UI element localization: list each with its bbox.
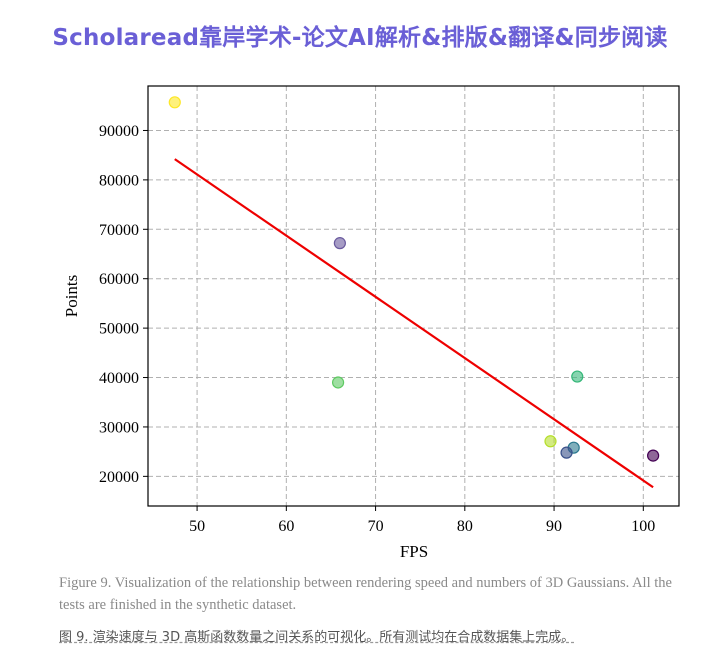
- x-tick-label: 60: [278, 518, 294, 535]
- figure-caption-chinese: 图 9. 渲染速度与 3D 高斯函数数量之间关系的可视化。所有测试均在合成数据集…: [59, 630, 575, 645]
- fit-line: [174, 158, 654, 489]
- plot-frame: [147, 85, 680, 507]
- x-tick-label: 70: [368, 518, 384, 535]
- banner-title: Scholaread靠岸学术-论文AI解析&排版&翻译&同步阅读: [52, 25, 668, 51]
- figure-caption-english: Figure 9. Visualization of the relations…: [59, 575, 672, 613]
- y-tick-label: 60000: [99, 271, 139, 288]
- x-axis-label: FPS: [400, 542, 428, 561]
- x-tick-label: 100: [631, 518, 655, 535]
- scatter-chart: 50 60 70 80 90 100 20000 30000 40000 50000 60000 7…: [62, 85, 680, 561]
- y-tick-label: 90000: [99, 123, 139, 140]
- x-tick-label: 90: [546, 518, 562, 535]
- grid-lines: [148, 86, 679, 506]
- x-tick-label: 50: [189, 518, 205, 535]
- y-tick-label: 70000: [99, 222, 139, 239]
- y-tick-label: 20000: [99, 469, 139, 486]
- data-point: [544, 435, 557, 448]
- y-tick-label: 50000: [99, 321, 139, 338]
- data-point: [333, 237, 346, 250]
- y-tick-label: 40000: [99, 370, 139, 387]
- y-tick-label: 30000: [99, 419, 139, 436]
- y-axis-label: Points: [62, 275, 81, 318]
- x-axis-ticks: 50 60 70 80 90 100: [189, 506, 655, 535]
- data-point: [571, 370, 584, 383]
- data-point: [331, 376, 345, 389]
- data-points: [168, 96, 660, 462]
- data-point: [560, 446, 573, 459]
- x-tick-label: 80: [457, 518, 473, 535]
- fit-line-group: [174, 158, 654, 489]
- data-point: [647, 449, 660, 462]
- data-point: [168, 96, 181, 109]
- y-axis-ticks: 20000 30000 40000 50000 60000 70000 80000 90000: [99, 123, 148, 486]
- y-tick-label: 80000: [99, 172, 139, 189]
